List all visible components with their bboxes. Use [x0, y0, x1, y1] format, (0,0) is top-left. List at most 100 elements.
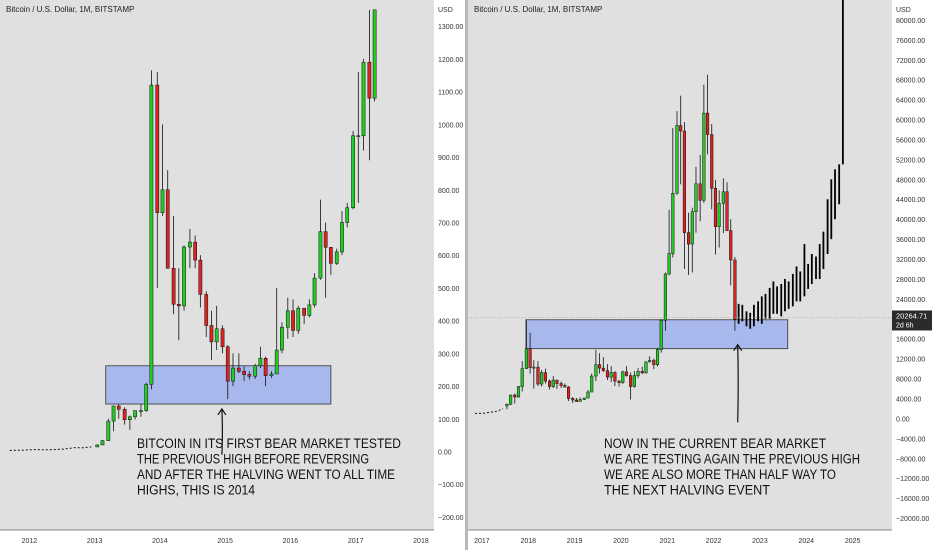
- time-axis-tick-label: 2021: [659, 538, 675, 545]
- candle-body: [679, 125, 683, 132]
- candle-body: [659, 320, 663, 350]
- support-zone-rectangle: [525, 319, 789, 350]
- price-axis-tick-label: 68000.00: [896, 78, 925, 85]
- candle-body: [198, 259, 203, 295]
- candle-body: [524, 348, 528, 369]
- candle-body: [214, 328, 219, 343]
- candle-body: [111, 405, 116, 422]
- candle-body: [586, 391, 590, 399]
- candle-body: [247, 374, 252, 377]
- time-axis-tick-label: 2017: [474, 538, 490, 545]
- candle-body: [598, 364, 602, 369]
- pane-divider[interactable]: [465, 0, 468, 550]
- candle-body: [176, 304, 181, 307]
- time-axis-background: [0, 530, 434, 550]
- candle-body: [706, 112, 710, 135]
- time-axis-background: [468, 530, 892, 550]
- candle-body: [540, 372, 544, 385]
- candle-body: [613, 372, 617, 382]
- price-axis-tick-label: 200.00: [438, 384, 460, 391]
- candle-body: [323, 231, 328, 248]
- candle-body: [605, 370, 610, 378]
- candle-body: [571, 398, 575, 401]
- candle-body: [733, 259, 737, 320]
- candle-body: [687, 232, 691, 245]
- price-axis-tick-label: 600.00: [438, 253, 460, 260]
- candle-body: [551, 379, 555, 387]
- annotation-text-line: WE ARE TESTING AGAIN THE PREVIOUS HIGH: [604, 452, 860, 467]
- candle-body: [721, 191, 725, 204]
- candle-body: [285, 310, 290, 328]
- candle-body: [165, 189, 170, 269]
- time-axis-tick-label: 2012: [22, 538, 38, 545]
- candle-body: [296, 307, 301, 331]
- candle-body: [624, 371, 629, 376]
- candle-body: [578, 399, 582, 402]
- candle-body: [648, 360, 652, 363]
- price-axis-tick-label: 300.00: [438, 351, 460, 358]
- price-axis-background: [434, 0, 466, 550]
- candle-body: [182, 246, 186, 307]
- candle-body: [710, 134, 714, 189]
- time-axis-tick-label: 2015: [217, 538, 233, 545]
- price-axis-tick-label: 52000.00: [896, 157, 925, 164]
- annotation-text-line: WE ARE ALSO MORE THAN HALF WAY TO: [604, 467, 836, 482]
- candle-body: [155, 84, 160, 213]
- last-price-countdown: 2d 6h: [896, 322, 914, 329]
- candle-body: [644, 361, 648, 374]
- candle-body: [574, 399, 578, 402]
- price-axis-tick-label: 4000.00: [896, 396, 921, 403]
- candle-body: [329, 247, 333, 264]
- annotation-arrow-head: [217, 407, 227, 416]
- candle-body: [536, 366, 540, 385]
- price-axis-tick-label: 24000.00: [896, 297, 925, 304]
- candle-body: [351, 135, 355, 208]
- candle-body: [231, 367, 235, 382]
- time-axis-tick-label: 2020: [613, 538, 629, 545]
- annotation-arrow-head: [733, 343, 743, 352]
- candle-body: [139, 410, 143, 412]
- price-axis-tick-label: 800.00: [438, 188, 460, 195]
- candle-body: [667, 253, 671, 275]
- time-axis-tick-label: 2025: [845, 538, 861, 545]
- candle-body: [617, 380, 621, 383]
- candle-body: [682, 130, 686, 233]
- price-axis-tick-label: 1000.00: [438, 122, 463, 129]
- candle-body: [269, 373, 274, 376]
- candle-body: [312, 277, 317, 306]
- candle-body: [563, 385, 567, 388]
- candle-body: [725, 191, 729, 231]
- support-zone-rectangle: [105, 365, 332, 405]
- price-axis-tick-label: 16000.00: [896, 337, 925, 344]
- candle-body: [106, 420, 111, 441]
- candle-body: [225, 346, 230, 382]
- candle-body: [621, 371, 625, 383]
- time-axis-tick-label: 2018: [520, 538, 536, 545]
- candle-body: [263, 357, 268, 376]
- price-axis-tick-label: 400.00: [438, 319, 460, 326]
- candle-body: [345, 207, 350, 223]
- candle-body: [729, 230, 733, 261]
- candle-body: [274, 349, 279, 375]
- candle-body: [713, 188, 717, 227]
- price-axis-tick-label: 12000.00: [896, 357, 925, 364]
- price-axis-tick-label: −12000.00: [896, 476, 929, 483]
- time-axis-tick-label: 2016: [283, 538, 299, 545]
- candle-body: [280, 326, 284, 351]
- candle-body: [291, 310, 295, 331]
- price-axis-tick-label: 60000.00: [896, 118, 925, 125]
- candle-body: [95, 444, 100, 448]
- candle-body: [242, 371, 246, 375]
- candle-body: [513, 394, 517, 398]
- candle-body: [160, 189, 165, 213]
- time-axis-tick-label: 2013: [87, 538, 103, 545]
- annotation-text-line: BITCOIN IN ITS FIRST BEAR MARKET TESTED: [137, 436, 401, 451]
- price-axis-tick-label: 36000.00: [896, 237, 925, 244]
- candle-body: [144, 384, 149, 411]
- price-axis-tick-label: 56000.00: [896, 137, 925, 144]
- candle-body: [209, 325, 214, 343]
- right-chart-title: Bitcoin / U.S. Dollar, 1M, BITSTAMP: [474, 5, 603, 14]
- price-axis-tick-label: 900.00: [438, 155, 460, 162]
- price-axis-tick-label: 72000.00: [896, 58, 925, 65]
- candle-body: [640, 371, 644, 374]
